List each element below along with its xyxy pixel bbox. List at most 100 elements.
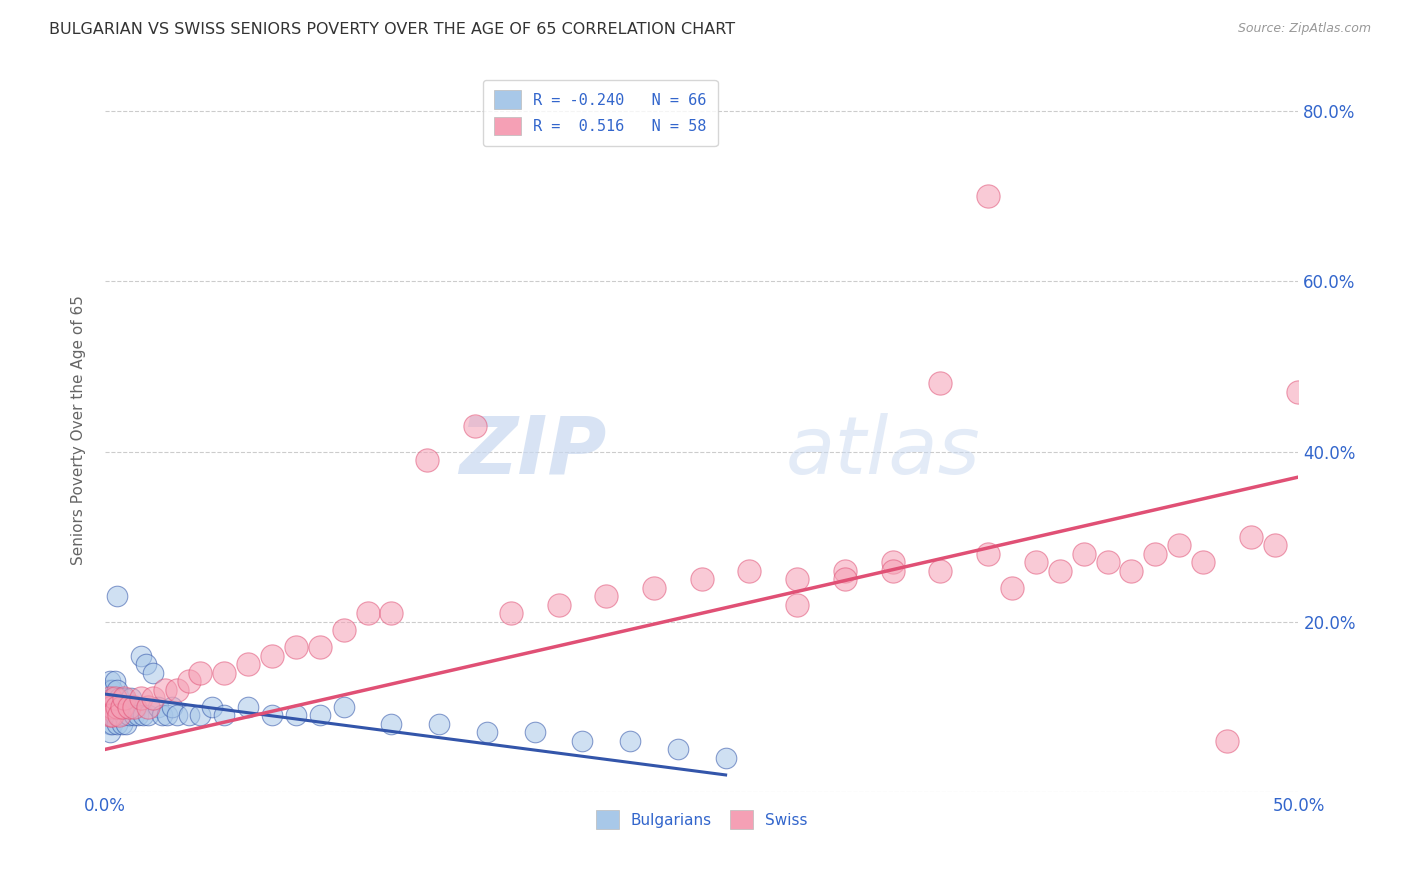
Point: [547, 598, 569, 612]
Point: [427, 717, 450, 731]
Point: [977, 547, 1000, 561]
Point: [98, 691, 121, 706]
Point: [738, 564, 761, 578]
Point: [595, 589, 617, 603]
Point: [112, 691, 135, 706]
Point: [332, 699, 354, 714]
Point: [103, 708, 125, 723]
Point: [666, 742, 689, 756]
Point: [238, 657, 260, 672]
Point: [101, 691, 124, 706]
Point: [166, 708, 188, 723]
Point: [96, 682, 118, 697]
Text: ZIP: ZIP: [458, 413, 606, 491]
Point: [112, 708, 135, 723]
Point: [98, 708, 121, 723]
Point: [262, 708, 284, 723]
Point: [380, 717, 402, 731]
Point: [834, 564, 856, 578]
Point: [125, 699, 148, 714]
Point: [105, 589, 128, 603]
Point: [108, 699, 131, 714]
Point: [98, 699, 121, 714]
Point: [1025, 555, 1047, 569]
Point: [166, 682, 188, 697]
Point: [129, 691, 152, 706]
Point: [380, 606, 402, 620]
Point: [103, 674, 125, 689]
Point: [786, 598, 808, 612]
Point: [150, 708, 173, 723]
Point: [571, 734, 593, 748]
Point: [929, 564, 952, 578]
Point: [834, 572, 856, 586]
Point: [1240, 530, 1263, 544]
Point: [643, 581, 665, 595]
Point: [308, 640, 330, 655]
Point: [105, 699, 128, 714]
Text: Source: ZipAtlas.com: Source: ZipAtlas.com: [1237, 22, 1371, 36]
Point: [475, 725, 498, 739]
Point: [105, 717, 128, 731]
Point: [1288, 384, 1310, 399]
Point: [1168, 538, 1191, 552]
Point: [356, 606, 378, 620]
Point: [103, 691, 125, 706]
Point: [146, 699, 169, 714]
Point: [1097, 555, 1119, 569]
Point: [122, 708, 145, 723]
Point: [101, 717, 124, 731]
Point: [115, 699, 138, 714]
Point: [136, 699, 159, 714]
Point: [238, 699, 260, 714]
Point: [214, 665, 236, 680]
Point: [98, 691, 121, 706]
Point: [111, 699, 134, 714]
Text: atlas: atlas: [786, 413, 980, 491]
Point: [1192, 555, 1215, 569]
Point: [464, 419, 486, 434]
Point: [98, 725, 121, 739]
Point: [882, 564, 904, 578]
Point: [201, 699, 224, 714]
Point: [156, 708, 179, 723]
Point: [177, 674, 200, 689]
Point: [135, 657, 157, 672]
Point: [284, 708, 307, 723]
Point: [262, 648, 284, 663]
Point: [190, 708, 212, 723]
Point: [786, 572, 808, 586]
Point: [112, 691, 135, 706]
Point: [108, 708, 131, 723]
Point: [96, 699, 118, 714]
Point: [96, 691, 118, 706]
Point: [136, 708, 159, 723]
Point: [1144, 547, 1167, 561]
Point: [142, 691, 165, 706]
Point: [882, 555, 904, 569]
Point: [101, 708, 124, 723]
Point: [101, 708, 124, 723]
Point: [103, 691, 125, 706]
Point: [101, 682, 124, 697]
Point: [153, 682, 176, 697]
Text: BULGARIAN VS SWISS SENIORS POVERTY OVER THE AGE OF 65 CORRELATION CHART: BULGARIAN VS SWISS SENIORS POVERTY OVER …: [49, 22, 735, 37]
Point: [416, 453, 439, 467]
Point: [101, 699, 124, 714]
Point: [101, 699, 124, 714]
Point: [332, 624, 354, 638]
Point: [122, 699, 145, 714]
Point: [111, 717, 134, 731]
Point: [118, 708, 141, 723]
Point: [118, 699, 141, 714]
Point: [714, 751, 737, 765]
Point: [98, 717, 121, 731]
Point: [103, 699, 125, 714]
Point: [308, 708, 330, 723]
Point: [120, 691, 142, 706]
Point: [105, 682, 128, 697]
Point: [977, 189, 1000, 203]
Point: [108, 691, 131, 706]
Point: [177, 708, 200, 723]
Point: [690, 572, 713, 586]
